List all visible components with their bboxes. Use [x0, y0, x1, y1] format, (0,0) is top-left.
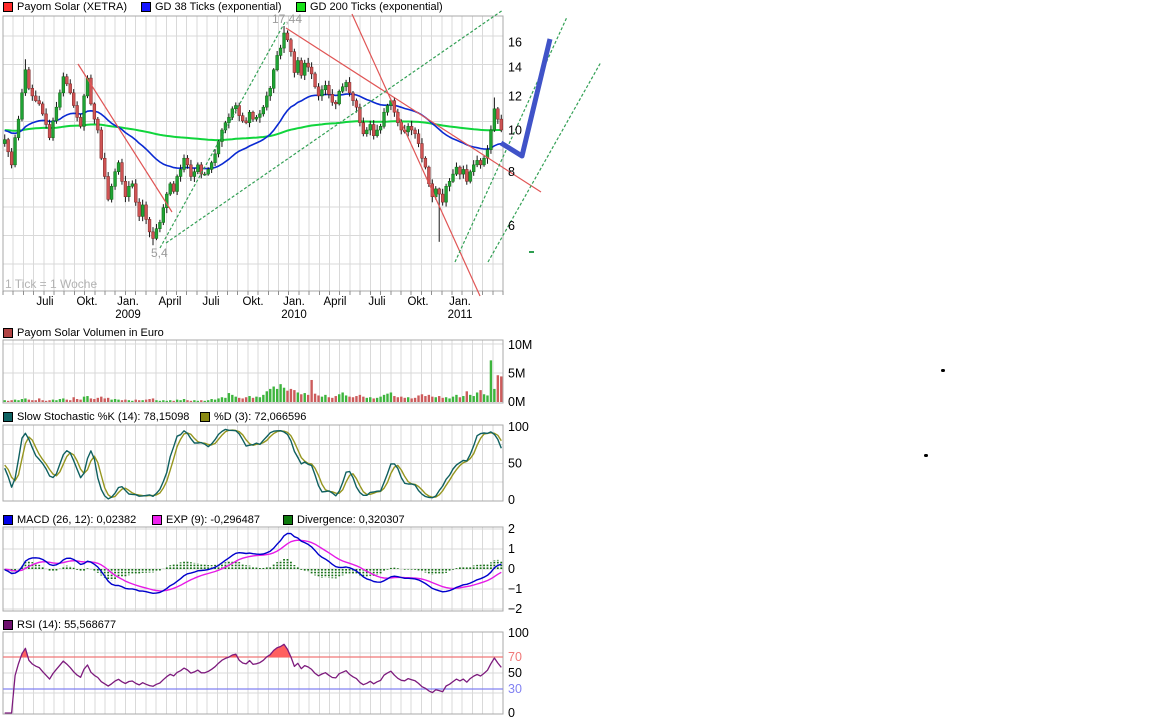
tick-interval-note: 1 Tick = 1 Woche	[5, 277, 98, 291]
svg-text:2009: 2009	[115, 309, 141, 321]
trough-price-label: 5,4	[151, 246, 168, 260]
legend-volume: Payom Solar Volumen in Euro	[3, 327, 164, 339]
svg-text:0: 0	[508, 562, 515, 576]
svg-text:5M: 5M	[508, 367, 525, 381]
stray-dot	[941, 369, 945, 372]
svg-text:2011: 2011	[448, 309, 473, 321]
legend-label: Divergence: 0,320307	[297, 514, 405, 526]
svg-text:−1: −1	[508, 582, 522, 596]
svg-text:0M: 0M	[508, 395, 525, 409]
macd-divergence-swatch-icon	[283, 515, 293, 525]
legend-stochastic-k: Slow Stochastic %K (14): 78,15098	[3, 411, 189, 423]
legend-label: GD 38 Ticks (exponential)	[155, 1, 282, 13]
legend-macd-divergence: Divergence: 0,320307	[283, 514, 405, 526]
svg-text:70: 70	[508, 650, 522, 664]
svg-text:April: April	[158, 296, 181, 308]
rsi-swatch-icon	[3, 620, 13, 630]
svg-text:12: 12	[508, 89, 522, 103]
svg-text:Okt.: Okt.	[76, 296, 97, 308]
svg-text:0: 0	[508, 493, 515, 507]
svg-text:Jan.: Jan.	[449, 296, 471, 308]
blue-series-swatch-icon	[141, 2, 151, 12]
legend-macd-exp: EXP (9): -0,296487	[152, 514, 260, 526]
svg-text:Juli: Juli	[36, 296, 53, 308]
svg-text:1: 1	[508, 542, 515, 556]
svg-text:50: 50	[508, 457, 522, 471]
legend-label: Payom Solar Volumen in Euro	[17, 327, 164, 339]
svg-text:100: 100	[508, 626, 529, 640]
stray-green-dash	[529, 251, 534, 253]
legend-label: EXP (9): -0,296487	[166, 514, 260, 526]
legend-label: GD 200 Ticks (exponential)	[310, 1, 443, 13]
svg-text:0: 0	[508, 706, 515, 720]
svg-text:14: 14	[508, 61, 522, 75]
stray-dot	[924, 454, 928, 457]
svg-text:2: 2	[508, 522, 515, 536]
svg-text:April: April	[323, 296, 346, 308]
legend-macd: MACD (26, 12): 0,02382	[3, 514, 136, 526]
svg-text:8: 8	[508, 165, 515, 179]
svg-text:50: 50	[508, 666, 522, 680]
legend-payom-solar: Payom Solar (XETRA)	[3, 1, 127, 13]
svg-text:Jan.: Jan.	[117, 296, 139, 308]
legend-label: %D (3): 72,066596	[214, 411, 307, 423]
legend-label: Payom Solar (XETRA)	[17, 1, 128, 13]
legend-gd200: GD 200 Ticks (exponential)	[296, 1, 443, 13]
legend-stochastic-d: %D (3): 72,066596	[200, 411, 306, 423]
svg-text:100: 100	[508, 420, 529, 434]
legend-gd38: GD 38 Ticks (exponential)	[141, 1, 282, 13]
peak-price-label: 17,44	[272, 12, 303, 26]
legend-label: MACD (26, 12): 0,02382	[17, 514, 137, 526]
svg-text:−2: −2	[508, 602, 522, 616]
red-series-swatch-icon	[3, 2, 13, 12]
svg-text:Juli: Juli	[368, 296, 385, 308]
legend-label: Slow Stochastic %K (14): 78,15098	[17, 411, 190, 423]
svg-text:6: 6	[508, 219, 515, 233]
svg-text:Okt.: Okt.	[242, 296, 263, 308]
volume-swatch-icon	[3, 328, 13, 338]
green-series-swatch-icon	[296, 2, 306, 12]
legend-label: RSI (14): 55,568677	[17, 619, 117, 631]
macd-swatch-icon	[3, 515, 13, 525]
svg-text:2010: 2010	[281, 309, 307, 321]
svg-text:Jan.: Jan.	[283, 296, 305, 308]
svg-text:Okt.: Okt.	[407, 296, 428, 308]
svg-text:10: 10	[508, 124, 522, 138]
svg-text:Juli: Juli	[202, 296, 219, 308]
stochastic-d-swatch-icon	[200, 412, 210, 422]
legend-rsi: RSI (14): 55,568677	[3, 619, 116, 631]
svg-text:10M: 10M	[508, 338, 532, 352]
macd-exp-swatch-icon	[152, 515, 162, 525]
svg-text:30: 30	[508, 682, 522, 696]
stochastic-k-swatch-icon	[3, 412, 13, 422]
svg-text:16: 16	[508, 36, 522, 50]
